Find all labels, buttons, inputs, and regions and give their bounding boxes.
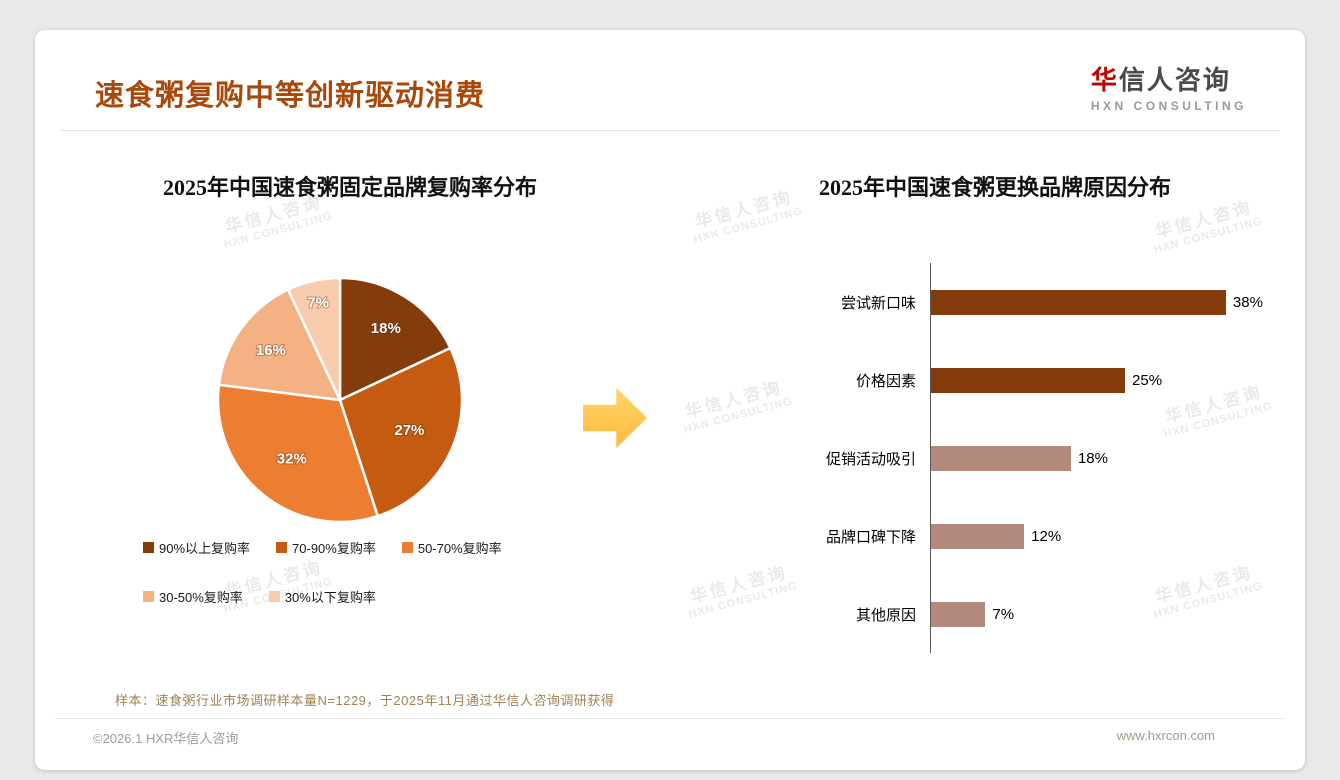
bar [931,289,1226,315]
legend-swatch [276,542,288,553]
pie-value-label: 16% [256,342,286,359]
pie-value-label: 18% [371,320,401,337]
header-divider [60,130,1280,131]
pie-chart-title: 2025年中国速食粥固定品牌复购率分布 [162,175,537,200]
pie-slice [217,288,342,402]
legend-label: 30%以下复购率 [284,590,376,605]
bar-value-label: 12% [1031,527,1062,545]
bar-track: 18% [930,419,1280,497]
sample-footnote: 样本：速食粥行业市场调研样本量N=1229，于2025年11月通过华信人咨询调研… [115,693,615,708]
bar-row: 其他原因 7% [715,575,1280,653]
bar-track: 38% [930,263,1280,341]
bar-chart-title: 2025年中国速食粥更换品牌原因分布 [818,175,1171,200]
bar-value-label: 38% [1232,293,1263,311]
website-text: www.hxrcon.com [1116,728,1215,743]
bar [931,523,1025,549]
company-logo: 华信人咨询 HXN CONSULTING [1091,60,1247,113]
pie-legend: 90%以上复购率 70-90%复购率 50-70%复购率 30-50%复购率 30%以下… [143,538,502,606]
bar-track: 25% [930,341,1280,419]
bar-category-label: 促销活动吸引 [825,450,916,468]
pie-slice [338,346,464,518]
bar-value-label: 7% [992,605,1015,623]
bar-category-label: 尝试新口味 [840,294,916,312]
bar [931,367,1126,393]
bar-row: 价格因素 25% [715,341,1280,419]
legend-swatch [143,542,154,553]
pie-slice [286,276,342,402]
legend-item: 30%以下复购率 [268,587,376,606]
footer-divider [55,718,1285,719]
legend-item: 30-50%复购率 [143,587,243,606]
logo-cn-text: 华信人咨询 [1091,60,1247,97]
legend-item: 50-70%复购率 [401,538,502,557]
bar-category-label: 品牌口碑下降 [825,528,916,546]
bar-row: 尝试新口味 38% [715,263,1280,341]
bar-category-label: 其他原因 [855,606,916,624]
legend-label: 30-50%复购率 [159,590,243,605]
bar-chart: 尝试新口味 38% 价格因素 25% 促销活动吸引 18% 品牌口碑下降 12% 其他原因 7% [715,263,1280,653]
logo-en-text: HXN CONSULTING [1090,99,1247,113]
logo-cn-first-char: 华 [1090,65,1119,95]
pie-value-label: 32% [277,450,307,467]
legend-label: 50-70%复购率 [417,541,502,556]
slide-card: 华信人咨询 HXN CONSULTING 华信人咨询 HXN CONSULTING 华信… [35,30,1305,770]
legend-label: 90%以上复购率 [159,541,251,556]
legend-label: 70-90%复购率 [292,541,376,556]
bar-value-label: 18% [1077,449,1108,467]
pie-legend-row: 90%以上复购率 70-90%复购率 50-70%复购率 [143,538,502,557]
bar-row: 品牌口碑下降 12% [715,497,1280,575]
legend-item: 90%以上复购率 [143,538,250,557]
legend-swatch [268,591,280,602]
bar-row: 促销活动吸引 18% [715,419,1280,497]
legend-swatch [401,542,413,553]
pie-legend-row: 30-50%复购率 30%以下复购率 [143,587,502,606]
pie-slice [338,276,452,402]
bar-track: 12% [930,497,1280,575]
page-title: 速食粥复购中等创新驱动消费 [95,80,486,112]
bar-category-label: 价格因素 [855,372,916,390]
pie-value-label: 27% [394,422,424,439]
legend-item: 70-90%复购率 [276,538,376,557]
bar-value-label: 25% [1132,371,1163,389]
slide-content: 速食粥复购中等创新驱动消费 华信人咨询 HXN CONSULTING 2025年… [35,30,1305,770]
right-arrow-icon [583,388,647,448]
pie-slice [216,383,379,524]
bar-track: 7% [930,575,1280,653]
pie-chart: 18% 27% 32% 16% 7% [216,276,464,524]
legend-swatch [143,591,154,602]
bar [931,601,986,627]
copyright-text: ©2026.1 HXR华信人咨询 [93,731,239,746]
logo-cn-rest: 信人咨询 [1118,65,1231,95]
bar [931,445,1071,471]
pie-value-label: 7% [307,294,329,311]
